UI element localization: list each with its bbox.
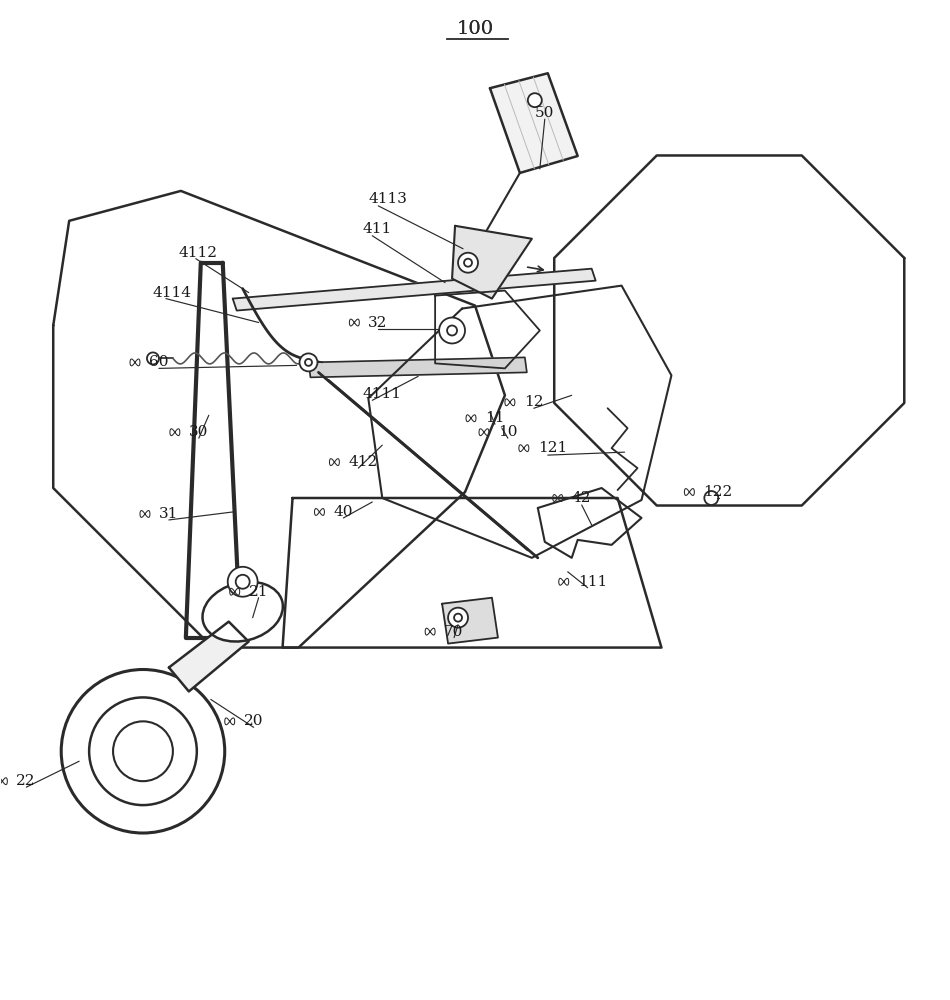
Polygon shape [442,598,498,644]
Circle shape [704,491,718,505]
Polygon shape [169,622,249,691]
Circle shape [236,575,250,589]
Text: 100: 100 [456,20,494,38]
Circle shape [447,326,457,335]
Circle shape [448,608,468,628]
Text: 4113: 4113 [369,192,408,206]
Text: 4114: 4114 [153,286,192,300]
Circle shape [528,93,542,107]
Circle shape [458,253,478,273]
Polygon shape [452,226,532,299]
Polygon shape [490,73,578,173]
Ellipse shape [202,582,283,642]
Text: 60: 60 [149,355,168,369]
Text: 21: 21 [249,585,268,599]
Polygon shape [233,269,596,311]
Circle shape [454,614,462,622]
Circle shape [147,352,159,364]
Text: 70: 70 [444,625,464,639]
Text: 10: 10 [498,425,518,439]
Circle shape [464,259,472,267]
Text: 111: 111 [578,575,607,589]
Text: 412: 412 [349,455,377,469]
Circle shape [89,697,197,805]
Text: 121: 121 [538,441,567,455]
Circle shape [113,721,173,781]
Circle shape [228,567,257,597]
Polygon shape [309,357,527,377]
Text: 411: 411 [362,222,391,236]
Text: 100: 100 [456,20,494,38]
Text: 40: 40 [333,505,352,519]
Circle shape [439,318,466,343]
Text: 20: 20 [244,714,263,728]
Text: 30: 30 [189,425,208,439]
Text: 42: 42 [572,491,591,505]
Circle shape [305,359,312,366]
Text: 22: 22 [16,774,36,788]
Circle shape [299,353,317,371]
Text: 4112: 4112 [179,246,218,260]
Text: 122: 122 [703,485,732,499]
Circle shape [61,670,225,833]
Text: 32: 32 [369,316,388,330]
Text: 12: 12 [523,395,543,409]
Text: 50: 50 [535,106,554,120]
Text: 11: 11 [484,411,504,425]
Text: 31: 31 [159,507,179,521]
Text: 4111: 4111 [362,387,401,401]
